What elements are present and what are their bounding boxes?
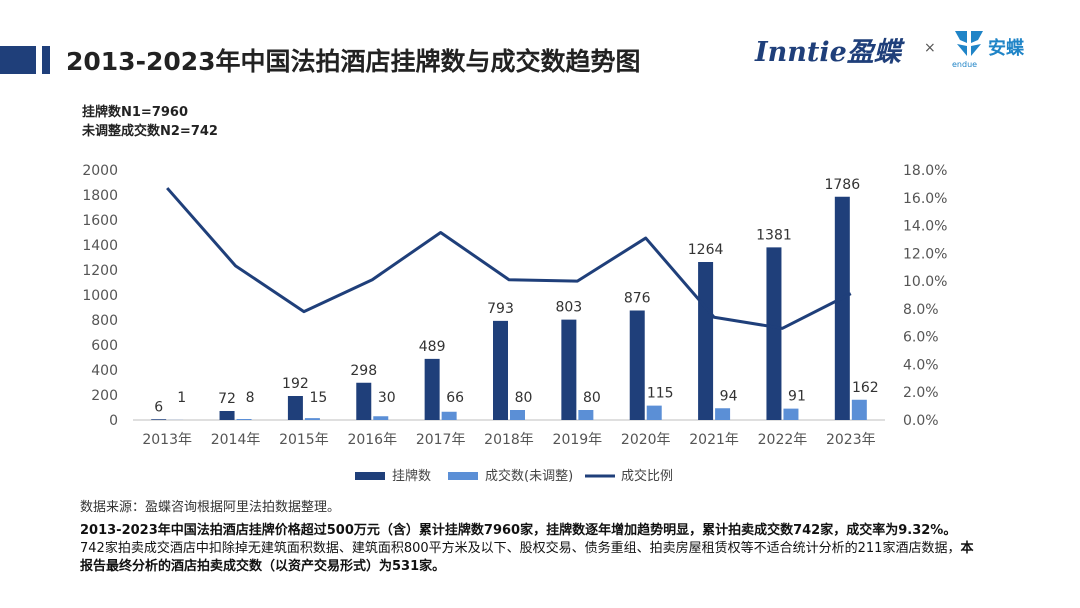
endue-logo: 安蝶 endue bbox=[952, 28, 1042, 72]
data-label-listing: 1786 bbox=[824, 177, 860, 193]
y2-tick-label: 10.0% bbox=[903, 274, 947, 290]
legend-swatch-listing bbox=[355, 472, 385, 480]
data-label-deal: 80 bbox=[583, 390, 601, 406]
bar-listing bbox=[766, 247, 782, 420]
legend-label-deal: 成交数(未调整) bbox=[485, 468, 573, 484]
summary-bold-2: 本报告最终分析的酒店拍卖成交数（以资产交易形式）为531家。 bbox=[80, 541, 974, 574]
data-label-listing: 1264 bbox=[688, 242, 724, 258]
y-tick-label: 1400 bbox=[82, 238, 118, 254]
x-tick-label: 2018年 bbox=[484, 432, 534, 448]
y-tick-label: 200 bbox=[91, 388, 118, 404]
n1-label: 挂牌数N1=7960 bbox=[82, 105, 188, 120]
bar-listing bbox=[561, 319, 577, 420]
inntie-logo: Inntie盈蝶 bbox=[755, 37, 901, 68]
bar-deal bbox=[578, 410, 594, 420]
bar-listing bbox=[629, 310, 645, 420]
data-label-deal: 94 bbox=[720, 388, 738, 404]
legend-swatch-deal bbox=[448, 472, 478, 480]
x-tick-label: 2023年 bbox=[826, 432, 876, 448]
x-tick-label: 2021年 bbox=[689, 432, 739, 448]
y-tick-label: 2000 bbox=[82, 163, 118, 179]
data-label-deal: 66 bbox=[446, 390, 464, 406]
x-tick-label: 2017年 bbox=[416, 432, 466, 448]
data-label-listing: 6 bbox=[154, 399, 163, 415]
butterfly-icon bbox=[955, 31, 983, 56]
x-tick-label: 2022年 bbox=[758, 432, 808, 448]
bar-deal bbox=[441, 411, 457, 420]
y2-tick-label: 0.0% bbox=[903, 413, 939, 429]
summary-text: 2013-2023年中国法拍酒店挂牌价格超过500万元（含）累计挂牌数7960家… bbox=[80, 522, 980, 576]
data-label-deal: 115 bbox=[647, 386, 674, 402]
data-label-listing: 1381 bbox=[756, 227, 792, 243]
bar-deal bbox=[715, 408, 731, 420]
y-tick-label: 0 bbox=[109, 413, 118, 429]
page-title: 2013-2023年中国法拍酒店挂牌数与成交数趋势图 bbox=[66, 47, 641, 76]
bar-deal bbox=[851, 399, 867, 420]
logo-separator: × bbox=[924, 40, 936, 56]
data-label-deal: 80 bbox=[515, 390, 533, 406]
y-tick-label: 1600 bbox=[82, 213, 118, 229]
bar-deal bbox=[783, 408, 799, 420]
title-accent-bar-small bbox=[42, 46, 50, 74]
bar-deal bbox=[236, 419, 252, 420]
n2-label: 未调整成交数N2=742 bbox=[82, 124, 218, 139]
ratio-line bbox=[166, 187, 852, 330]
summary-bold-1: 2013-2023年中国法拍酒店挂牌价格超过500万元（含）累计挂牌数7960家… bbox=[80, 523, 957, 538]
endue-brand-text: 安蝶 bbox=[988, 38, 1024, 59]
x-tick-label: 2015年 bbox=[279, 432, 329, 448]
y-tick-label: 600 bbox=[91, 338, 118, 354]
y2-tick-label: 4.0% bbox=[903, 357, 939, 373]
bar-listing bbox=[356, 382, 372, 420]
data-label-deal: 30 bbox=[378, 390, 396, 406]
data-label-listing: 876 bbox=[624, 291, 651, 307]
x-tick-label: 2019年 bbox=[553, 432, 603, 448]
y-tick-label: 1000 bbox=[82, 288, 118, 304]
stats-block: 挂牌数N1=7960 未调整成交数N2=742 bbox=[82, 103, 218, 141]
trend-chart: 0 200 400 600 800 1000 1200 1400 1600 1800 2000 0.0… bbox=[82, 163, 947, 484]
data-label-listing: 803 bbox=[555, 300, 582, 316]
y2-tick-label: 12.0% bbox=[903, 246, 947, 262]
data-label-listing: 298 bbox=[350, 363, 377, 379]
y2-tick-label: 2.0% bbox=[903, 385, 939, 401]
y2-tick-label: 14.0% bbox=[903, 219, 947, 235]
y-tick-label: 800 bbox=[91, 313, 118, 329]
bar-deal bbox=[373, 416, 389, 420]
y2-tick-label: 16.0% bbox=[903, 191, 947, 207]
bar-listing bbox=[151, 419, 167, 420]
y-tick-label: 1200 bbox=[82, 263, 118, 279]
legend-label-listing: 挂牌数 bbox=[392, 468, 431, 484]
y-tick-label: 1800 bbox=[82, 188, 118, 204]
data-label-deal: 162 bbox=[852, 380, 879, 396]
data-label-listing: 489 bbox=[419, 339, 446, 355]
bar-deal bbox=[304, 418, 320, 420]
x-tick-label: 2016年 bbox=[347, 432, 397, 448]
x-tick-label: 2013年 bbox=[142, 432, 192, 448]
bar-listing bbox=[493, 320, 508, 420]
data-label-deal: 1 bbox=[177, 390, 186, 406]
bar-deal bbox=[510, 410, 525, 420]
y-tick-label: 400 bbox=[91, 363, 118, 379]
data-label-listing: 192 bbox=[282, 376, 309, 392]
y2-tick-label: 8.0% bbox=[903, 302, 939, 318]
summary-plain: 742家拍卖成交酒店中扣除掉无建筑面积数据、建筑面积800平方米及以下、股权交易… bbox=[80, 541, 961, 556]
y2-tick-label: 6.0% bbox=[903, 330, 939, 346]
y2-tick-label: 18.0% bbox=[903, 163, 947, 179]
title-accent-bar bbox=[0, 46, 36, 74]
bar-listing bbox=[219, 411, 235, 420]
data-label-listing: 793 bbox=[487, 301, 514, 317]
data-label-deal: 8 bbox=[246, 390, 255, 406]
endue-brand-sub: endue bbox=[952, 60, 978, 69]
x-tick-label: 2014年 bbox=[211, 432, 261, 448]
data-source: 数据来源：盈蝶咨询根据阿里法拍数据整理。 bbox=[80, 500, 341, 515]
x-tick-label: 2020年 bbox=[621, 432, 671, 448]
bar-listing bbox=[698, 262, 714, 420]
bar-listing bbox=[287, 396, 303, 420]
data-label-deal: 15 bbox=[309, 390, 327, 406]
bar-listing bbox=[834, 196, 850, 420]
bar-listing bbox=[424, 358, 440, 420]
data-label-listing: 72 bbox=[218, 391, 236, 407]
bar-deal bbox=[646, 405, 662, 420]
legend-label-ratio: 成交比例 bbox=[621, 468, 673, 484]
data-label-deal: 91 bbox=[788, 389, 806, 405]
